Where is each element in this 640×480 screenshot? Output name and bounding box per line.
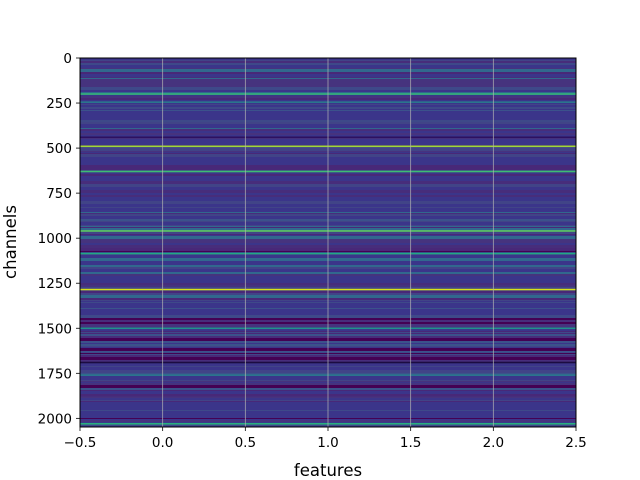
x-tick-label: 2.0 <box>483 435 504 451</box>
x-tick-label: 0.0 <box>152 435 173 451</box>
y-tick-label: 1500 <box>38 321 72 337</box>
y-tick-label: 1250 <box>38 276 72 292</box>
x-tick-label: 2.5 <box>565 435 586 451</box>
x-tick-label: 1.0 <box>317 435 338 451</box>
y-tick-label: 2000 <box>38 411 72 427</box>
y-tick-label: 500 <box>46 141 72 157</box>
y-axis-ticks: 0 250 500 750 1000 1250 1500 1750 2000 <box>38 51 80 427</box>
x-tick-label: −0.5 <box>64 435 97 451</box>
x-axis-ticks: −0.5 0.0 0.5 1.0 1.5 2.0 2.5 <box>64 427 587 451</box>
y-tick-label: 1750 <box>38 366 72 382</box>
y-tick-label: 1000 <box>38 231 72 247</box>
x-tick-label: 1.5 <box>400 435 421 451</box>
y-axis-label: channels <box>1 205 20 279</box>
y-tick-label: 250 <box>46 96 72 112</box>
x-axis-label: features <box>294 461 362 480</box>
y-tick-label: 750 <box>46 186 72 202</box>
x-tick-label: 0.5 <box>235 435 256 451</box>
y-tick-label: 0 <box>63 51 72 67</box>
